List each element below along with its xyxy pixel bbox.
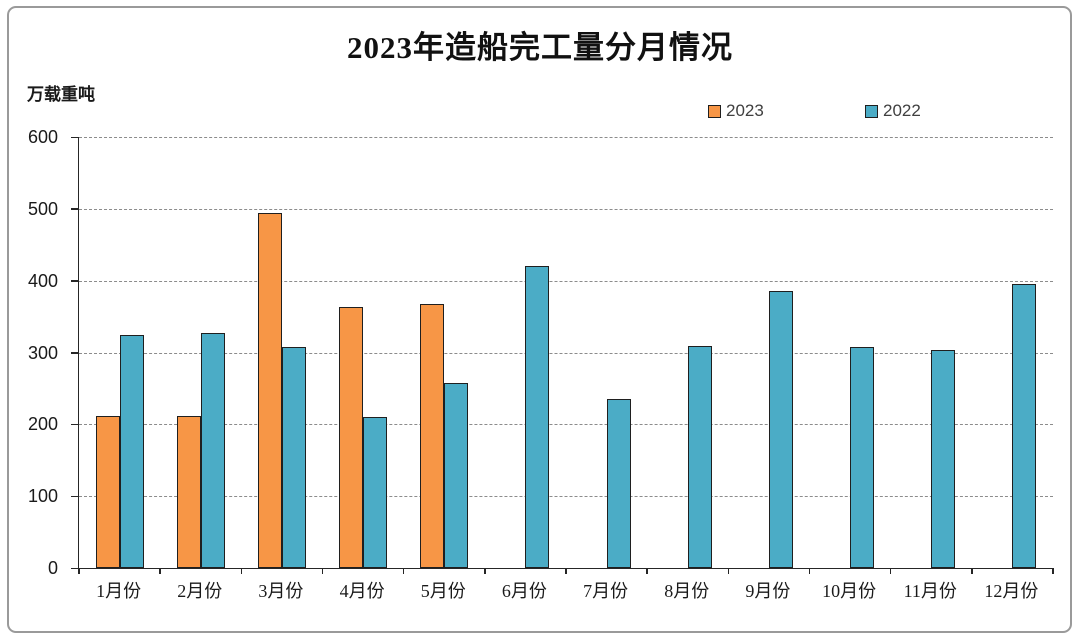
bar-2022-7月份 [606, 399, 631, 568]
bar-2022-10月份 [850, 346, 875, 568]
y-axis-label-500: 500 [27, 198, 58, 219]
page-border [7, 6, 1072, 633]
y-tick-100 [71, 495, 79, 498]
gridline-600 [79, 137, 1053, 138]
x-tick-12 [1052, 568, 1054, 574]
x-axis-label-7月份: 7月份 [583, 581, 629, 601]
x-axis-label-12月份: 12月份 [984, 581, 1039, 601]
gridline-100 [79, 496, 1053, 498]
bar-2023-3月份 [257, 213, 282, 568]
y-tick-200 [71, 423, 79, 426]
gridline-300 [79, 352, 1053, 354]
legend-item-2022: 2022 [865, 101, 921, 121]
x-tick-5 [484, 568, 486, 574]
legend-label-2023: 2023 [726, 101, 764, 120]
legend-item-2023: 2023 [708, 101, 764, 121]
bar-2022-11月份 [931, 350, 956, 568]
x-tick-4 [402, 568, 405, 574]
y-tick-500 [71, 208, 79, 210]
bar-2022-3月份 [281, 346, 306, 568]
x-axis-label-8月份: 8月份 [664, 581, 710, 601]
bar-2023-4月份 [339, 306, 364, 568]
y-axis-label-600: 600 [27, 127, 58, 147]
legend-swatch-2023-icon [708, 104, 721, 118]
bar-2023-2月份 [176, 415, 201, 568]
y-axis: 0 100 200 300 400 500 600 [0, 127, 70, 578]
x-axis-label-4月份: 4月份 [339, 581, 385, 601]
bar-2022-1月份 [119, 334, 144, 568]
x-tick-8 [727, 568, 730, 574]
bar-2023-5月份 [420, 303, 445, 568]
y-axis-label-200: 200 [27, 414, 58, 435]
bar-2022-4月份 [363, 417, 388, 568]
x-axis-label-5月份: 5月份 [420, 581, 466, 601]
x-tick-2 [240, 568, 243, 574]
bar-2022-5月份 [444, 383, 469, 568]
x-axis-label-6月份: 6月份 [501, 581, 547, 601]
x-tick-9 [808, 568, 811, 574]
y-tick-600 [71, 136, 79, 138]
y-axis-label-0: 0 [47, 558, 58, 578]
x-axis-label-10月份: 10月份 [822, 581, 877, 601]
y-tick-400 [71, 280, 79, 282]
x-axis-label-11月份: 11月份 [903, 581, 957, 601]
y-axis-label-400: 400 [27, 270, 58, 291]
y-axis-label-100: 100 [27, 486, 58, 507]
x-tick-11 [971, 568, 973, 574]
x-tick-6 [565, 568, 567, 574]
chart-title: 2023年造船完工量分月情况 [347, 30, 733, 65]
y-axis-label-300: 300 [27, 342, 58, 363]
bar-2023-1月份 [95, 415, 120, 568]
y-tick-0 [71, 567, 79, 569]
bar-2022-6月份 [525, 265, 550, 568]
bar-2022-12月份 [1012, 283, 1037, 568]
legend-swatch-2022-icon [865, 104, 878, 118]
gridline-200 [79, 424, 1053, 426]
bar-2022-8月份 [687, 346, 712, 568]
legend-label-2022: 2022 [883, 101, 921, 120]
x-axis-label-3月份: 3月份 [258, 581, 304, 601]
y-axis-unit-label: 万载重吨 [27, 85, 95, 104]
y-tick-300 [71, 352, 79, 354]
x-axis-label-2月份: 2月份 [177, 581, 223, 601]
x-tick-10 [889, 568, 892, 574]
bar-2022-2月份 [200, 333, 225, 568]
x-tick-1 [159, 568, 161, 574]
x-axis: 1月份 2月份 3月份 4月份 5月份 6月份 7月份 8月份 9月份 10月份 11月份 12月份 [78, 577, 1052, 603]
x-tick-3 [321, 568, 324, 574]
x-tick-0 [78, 568, 80, 574]
bar-2022-9月份 [768, 291, 793, 568]
x-axis-label-1月份: 1月份 [96, 581, 142, 601]
x-tick-7 [646, 568, 648, 574]
plot-area [71, 136, 1054, 574]
gridline-400 [79, 280, 1053, 282]
gridline-500 [79, 208, 1053, 210]
x-axis-label-9月份: 9月份 [745, 581, 791, 601]
